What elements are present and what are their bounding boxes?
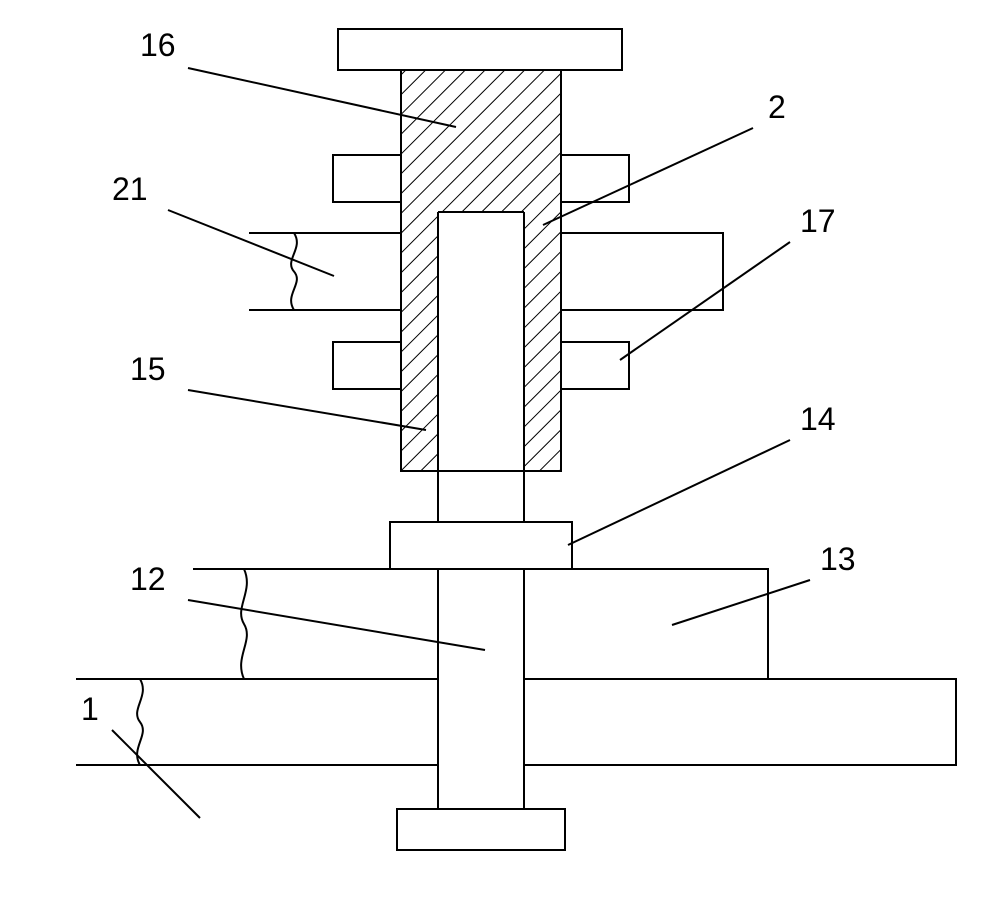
part-label: 1 — [81, 691, 99, 727]
part-label: 21 — [112, 171, 148, 207]
part-label: 2 — [768, 89, 786, 125]
part-label: 13 — [820, 541, 856, 577]
part-label: 17 — [800, 203, 836, 239]
part-label: 12 — [130, 561, 166, 597]
part-label: 16 — [140, 27, 176, 63]
part-label: 15 — [130, 351, 166, 387]
part-label: 14 — [800, 401, 836, 437]
